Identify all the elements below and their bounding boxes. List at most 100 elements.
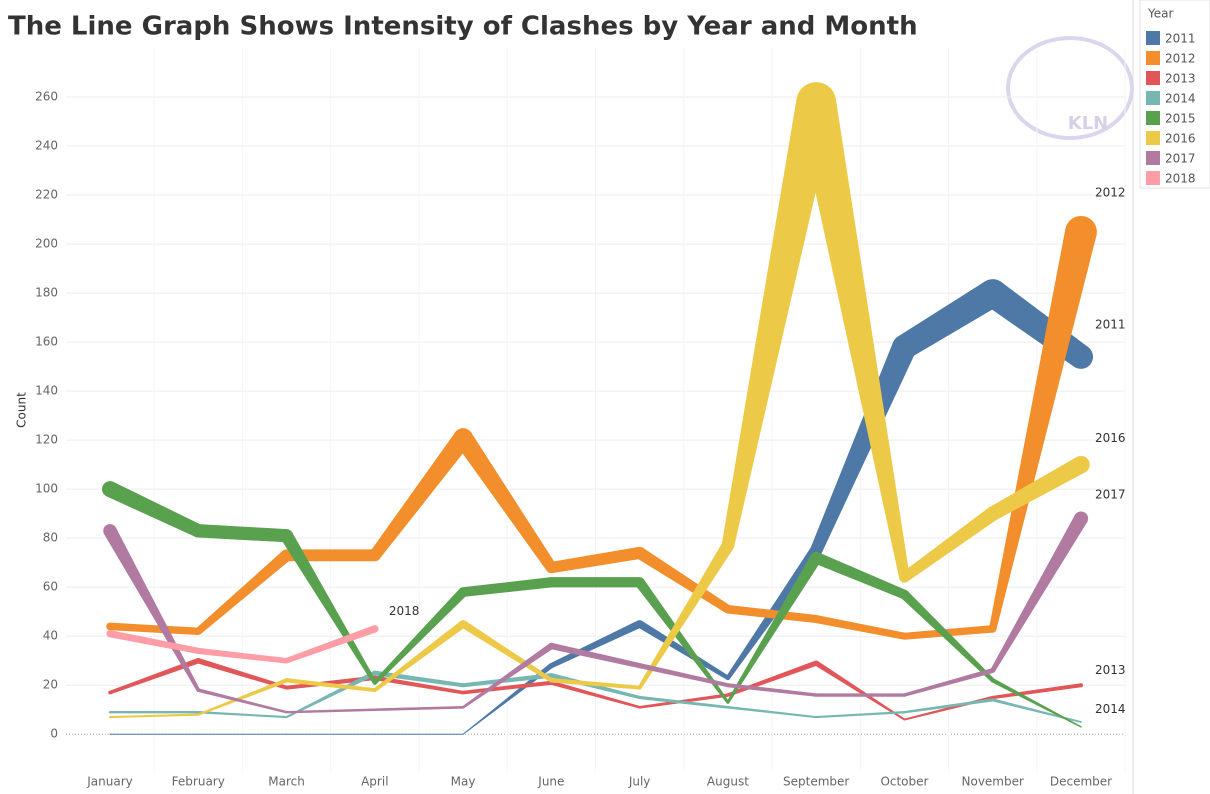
line-segment (197, 658, 288, 690)
line-vertex (546, 577, 557, 588)
watermark: KLN (1068, 113, 1108, 134)
series-line (103, 511, 1089, 714)
line-segment (109, 713, 199, 719)
line-vertex (723, 604, 733, 614)
y-tick-label: 40 (43, 629, 58, 643)
line-vertex (638, 695, 642, 700)
line-vertex (1073, 511, 1089, 526)
line-segment (286, 733, 375, 735)
line-segment (551, 577, 640, 588)
line-vertex (461, 705, 465, 709)
x-tick-label: August (707, 775, 749, 789)
line-segment (286, 708, 375, 714)
line-vertex (283, 657, 290, 664)
line-segment (373, 620, 466, 692)
line-vertex (548, 663, 554, 669)
line-segment (990, 514, 1088, 672)
line-segment (455, 432, 556, 571)
legend-label: 2013 (1165, 72, 1196, 86)
line-segment (639, 663, 729, 688)
legend-swatch (1146, 171, 1160, 185)
line-vertex (721, 539, 735, 552)
line-segment (280, 532, 377, 684)
y-tick-label: 100 (35, 482, 58, 496)
line-segment (550, 673, 641, 700)
line-segment (550, 680, 640, 709)
legend-label: 2012 (1165, 52, 1196, 66)
line-vertex (459, 620, 467, 628)
line-vertex (279, 529, 294, 543)
line-segment (109, 622, 199, 635)
line-vertex (109, 733, 111, 735)
legend-label: 2016 (1165, 132, 1196, 146)
series-line (106, 625, 379, 664)
line-vertex (197, 733, 199, 735)
line-segment (110, 733, 199, 735)
line-segment (989, 456, 1086, 520)
line-vertex (545, 561, 557, 574)
line-vertex (1079, 683, 1083, 688)
line-vertex (813, 660, 819, 666)
line-vertex (371, 625, 379, 633)
line-vertex (197, 711, 200, 714)
y-tick-label: 0 (50, 727, 58, 741)
x-tick-label: September (783, 775, 849, 789)
line-segment (197, 647, 287, 664)
line-vertex (725, 683, 730, 688)
line-segment (551, 678, 640, 690)
legend-label: 2018 (1165, 172, 1196, 186)
line-vertex (108, 716, 112, 719)
line-vertex (1080, 721, 1082, 723)
line-segment (462, 577, 552, 597)
line-vertex (284, 685, 289, 690)
line-segment (197, 524, 287, 543)
x-tick-label: April (361, 775, 388, 789)
line-segment (110, 711, 199, 714)
line-vertex (368, 549, 381, 562)
line-vertex (461, 690, 465, 695)
line-segment (992, 683, 1082, 700)
x-tick-label: June (537, 775, 564, 789)
line-segment (104, 527, 200, 692)
line-vertex (103, 524, 117, 538)
legend-label: 2015 (1165, 112, 1196, 126)
line-vertex (634, 577, 645, 588)
line-segment (810, 342, 916, 553)
line-vertex (637, 685, 642, 690)
line-vertex (985, 506, 1000, 521)
line-segment (898, 281, 1001, 358)
line-vertex (814, 693, 818, 697)
line-vertex (810, 551, 823, 564)
line-vertex (195, 657, 202, 664)
x-tick-label: November (962, 775, 1024, 789)
line-segment (462, 673, 552, 688)
line-vertex (284, 678, 289, 683)
series-line (108, 657, 1083, 721)
line-segment (813, 552, 907, 599)
legend-swatch (1146, 111, 1160, 125)
x-tick-label: October (880, 775, 928, 789)
line-segment (635, 579, 730, 704)
legend-swatch (1146, 151, 1160, 165)
y-tick-label: 20 (43, 678, 58, 692)
line-segment (796, 98, 910, 579)
line-segment (903, 668, 994, 697)
y-tick-label: 240 (35, 139, 58, 153)
line-vertex (899, 572, 910, 583)
line-segment (904, 625, 994, 640)
line-vertex (372, 680, 377, 685)
line-vertex (549, 678, 554, 683)
line-vertex (549, 673, 554, 678)
line-vertex (373, 708, 377, 711)
line-segment (550, 620, 642, 668)
line-vertex (812, 615, 821, 624)
line-vertex (372, 670, 378, 676)
line-vertex (796, 82, 837, 122)
line-segment (550, 546, 641, 574)
x-tick-label: January (86, 775, 133, 789)
line-segment (198, 733, 287, 735)
line-segment (991, 678, 1082, 728)
x-tick-label: July (628, 775, 651, 789)
line-segment (195, 550, 291, 635)
watermark-ring (1006, 36, 1134, 140)
